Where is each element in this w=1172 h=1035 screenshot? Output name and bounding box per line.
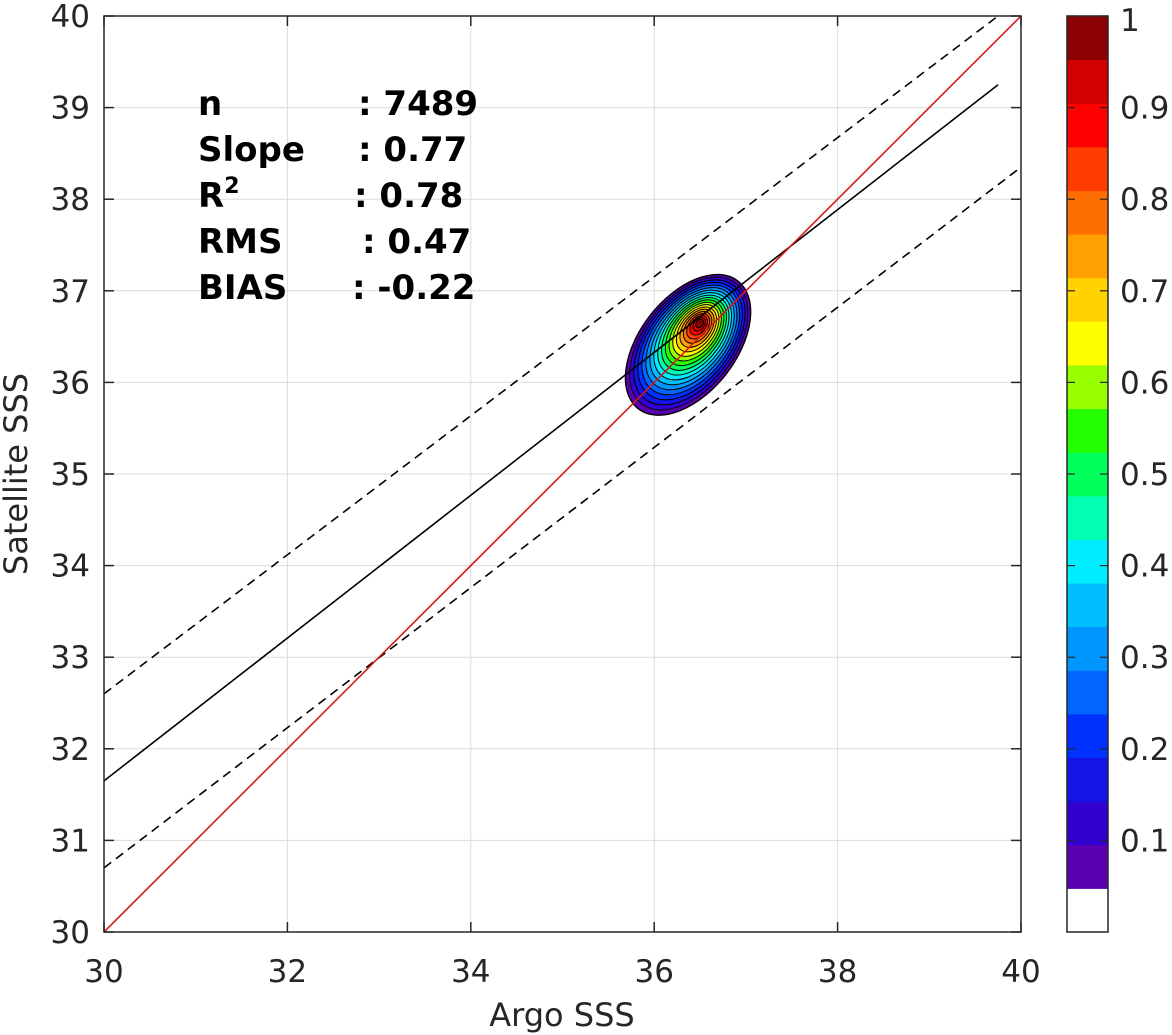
colorbar-tick-label: 0.4 bbox=[1120, 549, 1169, 585]
x-tick-label: 38 bbox=[818, 954, 857, 990]
reference-lines bbox=[104, 16, 1021, 932]
stat-label: Slope bbox=[198, 130, 305, 170]
colorbar-band bbox=[1067, 888, 1108, 933]
colorbar-tick-label: 0.7 bbox=[1120, 274, 1169, 310]
stat-value: : 7489 bbox=[358, 84, 478, 124]
colorbar-band bbox=[1067, 234, 1108, 279]
y-tick-label: 31 bbox=[51, 823, 90, 859]
identity-line bbox=[104, 16, 1021, 932]
y-tick-label: 30 bbox=[51, 915, 90, 951]
colorbar-band bbox=[1067, 844, 1108, 889]
colorbar-band bbox=[1067, 583, 1108, 628]
y-tick-label: 33 bbox=[51, 640, 90, 676]
upper-bound-line bbox=[104, 16, 999, 695]
colorbar-band bbox=[1067, 539, 1108, 584]
colorbar-tick-label: 0.5 bbox=[1120, 457, 1169, 493]
colorbar-band bbox=[1067, 408, 1108, 453]
contour-level-20 bbox=[695, 318, 705, 329]
colorbar-tick-label: 0.9 bbox=[1120, 91, 1169, 127]
colorbar-band bbox=[1067, 277, 1108, 322]
y-tick-label: 35 bbox=[51, 457, 90, 493]
y-axis-label: Satellite SSS bbox=[0, 373, 35, 575]
stat-label: R2 bbox=[198, 174, 240, 216]
stat-label: RMS bbox=[198, 222, 283, 262]
stat-superscript: 2 bbox=[224, 174, 239, 199]
stats-annotation: n : 7489 Slope : 0.77 R2 : 0.78 RMS : 0.47 BIAS:… bbox=[198, 84, 478, 308]
colorbar-band bbox=[1067, 626, 1108, 671]
colorbar-tick-label: 0.2 bbox=[1120, 732, 1169, 768]
x-tick-label: 36 bbox=[634, 954, 673, 990]
stat-value: : 0.47 bbox=[362, 222, 471, 262]
x-axis-label: Argo SSS bbox=[489, 996, 634, 1034]
colorbar-band bbox=[1067, 495, 1108, 540]
colorbar-band bbox=[1067, 16, 1108, 61]
colorbar: 0.1 0.2 0.3 0.4 0.5 0.6 0.7 0.8 0.9 1 bbox=[1066, 3, 1169, 933]
y-tick-label: 34 bbox=[51, 549, 90, 585]
colorbar-band bbox=[1067, 146, 1108, 191]
colorbar-band bbox=[1067, 364, 1108, 410]
colorbar-band bbox=[1067, 103, 1108, 148]
colorbar-band bbox=[1067, 59, 1108, 104]
stat-value: : 0.78 bbox=[354, 176, 463, 216]
y-tick-label: 36 bbox=[51, 365, 90, 401]
x-tick-label: 30 bbox=[84, 954, 123, 990]
y-tick-label: 39 bbox=[51, 91, 90, 127]
colorbar-tick-label: 0.3 bbox=[1120, 640, 1169, 676]
y-tick-label: 32 bbox=[51, 732, 90, 768]
stat-label: BIAS bbox=[198, 268, 287, 308]
lower-bound-line bbox=[104, 166, 1021, 869]
y-tick-label: 40 bbox=[51, 0, 90, 35]
colorbar-band bbox=[1067, 190, 1108, 235]
colorbar-tick-label: 0.1 bbox=[1120, 823, 1169, 859]
stat-value: : 0.77 bbox=[358, 130, 467, 170]
colorbar-tick-label: 0.8 bbox=[1120, 182, 1169, 218]
stat-value: : -0.22 bbox=[352, 268, 475, 308]
colorbar-band bbox=[1067, 801, 1108, 846]
colorbar-band bbox=[1067, 713, 1108, 759]
stat-label: n bbox=[198, 84, 222, 124]
colorbar-tick-label: 0.6 bbox=[1120, 365, 1169, 401]
x-tick-label: 34 bbox=[451, 954, 490, 990]
regression-fit-line bbox=[104, 84, 999, 782]
colorbar-tick-label: 1 bbox=[1120, 3, 1140, 39]
colorbar-band bbox=[1067, 670, 1108, 715]
y-tick-label: 38 bbox=[51, 182, 90, 218]
colorbar-band bbox=[1067, 321, 1108, 366]
x-tick-label: 40 bbox=[1001, 954, 1040, 990]
colorbar-band bbox=[1067, 757, 1108, 802]
y-tick-label: 37 bbox=[51, 274, 90, 310]
x-tick-label: 32 bbox=[268, 954, 307, 990]
axis-ticks: 30 32 34 36 38 40 30 31 32 33 34 35 36 37 38 39 40 bbox=[51, 0, 1041, 990]
